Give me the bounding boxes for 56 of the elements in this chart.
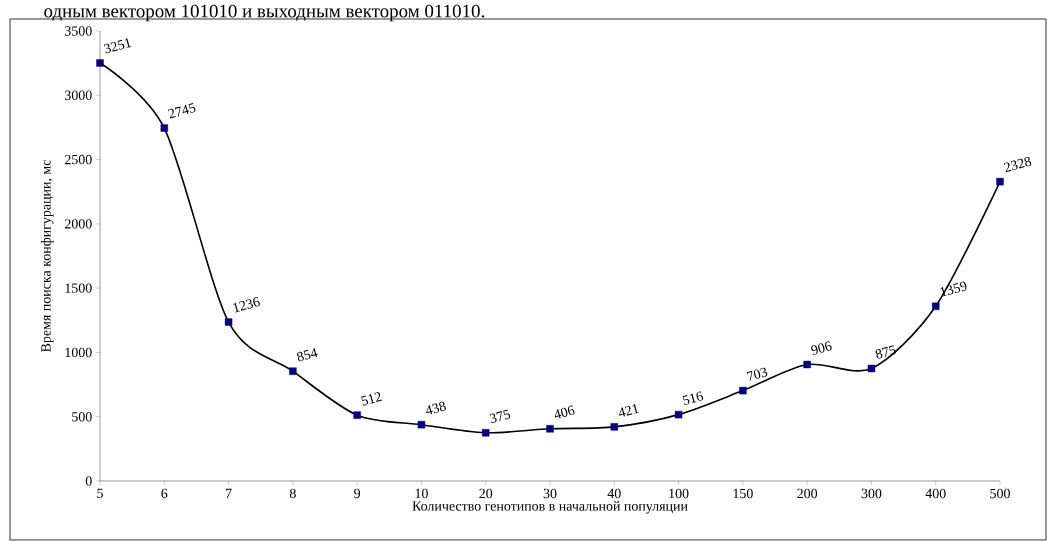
x-tick-label: 7	[226, 488, 232, 498]
x-tick-label: 150	[733, 488, 753, 499]
data-label: 906	[811, 341, 832, 355]
text: одным вектором 101010 и выходным вектором 011010.	[44, 4, 484, 22]
y-tick-label: 1000	[65, 347, 92, 358]
point	[224, 318, 233, 326]
data-label: 2745	[168, 102, 196, 119]
data-label: 438	[426, 401, 446, 415]
x-tick-label: 40	[607, 488, 621, 499]
point	[803, 360, 811, 369]
point	[610, 423, 618, 431]
point	[932, 302, 940, 310]
y-tick-label: 3500	[65, 26, 92, 36]
data-label: 2328	[1003, 156, 1032, 173]
x-tick-label: 10	[415, 488, 428, 499]
y-tick-label: 3000	[65, 90, 92, 100]
y-tick-label: 2500	[64, 154, 92, 165]
data-label: 854	[297, 347, 318, 362]
data-label: 3251	[103, 38, 132, 54]
y-axis-title: Время поиска конфигурации, мс	[40, 160, 54, 352]
data-label: 875	[875, 345, 896, 359]
point	[482, 429, 490, 437]
point	[996, 177, 1004, 186]
point	[417, 420, 426, 429]
y-tick-label: 0	[85, 476, 92, 486]
data-label: 516	[682, 391, 704, 405]
point	[867, 364, 876, 373]
x-tick-label: 200	[797, 488, 818, 499]
x-tick-label: 8	[289, 488, 296, 499]
point	[739, 386, 747, 395]
x-tick-label: 300	[861, 488, 882, 499]
x-tick-label: 6	[161, 488, 168, 499]
point	[96, 59, 104, 67]
point	[160, 124, 168, 132]
y-tick-label: 500	[72, 411, 92, 422]
data-label: 1359	[940, 281, 967, 297]
x-tick-label: 100	[669, 488, 689, 499]
x-tick-label: 9	[354, 488, 361, 499]
data-label: 406	[554, 405, 575, 419]
x-tick-label: 5	[97, 488, 103, 499]
y-tick-label: 1500	[65, 283, 92, 293]
data-label: 512	[361, 392, 382, 406]
x-tick-label: 400	[925, 488, 946, 499]
point	[353, 411, 361, 419]
data-label: 421	[619, 404, 640, 417]
data-label: 1236	[233, 297, 260, 313]
x-tick-label: 500	[990, 488, 1010, 499]
x-tick-label: 30	[543, 488, 557, 499]
x-tick-label: 20	[479, 488, 493, 499]
y-tick-label: 2000	[64, 219, 92, 229]
point	[674, 410, 683, 419]
data-label: 703	[746, 367, 768, 381]
data-label: 375	[489, 409, 511, 424]
x-axis-title: Количество генотипов в начальной популяции	[412, 501, 688, 514]
point	[546, 425, 554, 433]
point	[289, 367, 297, 375]
